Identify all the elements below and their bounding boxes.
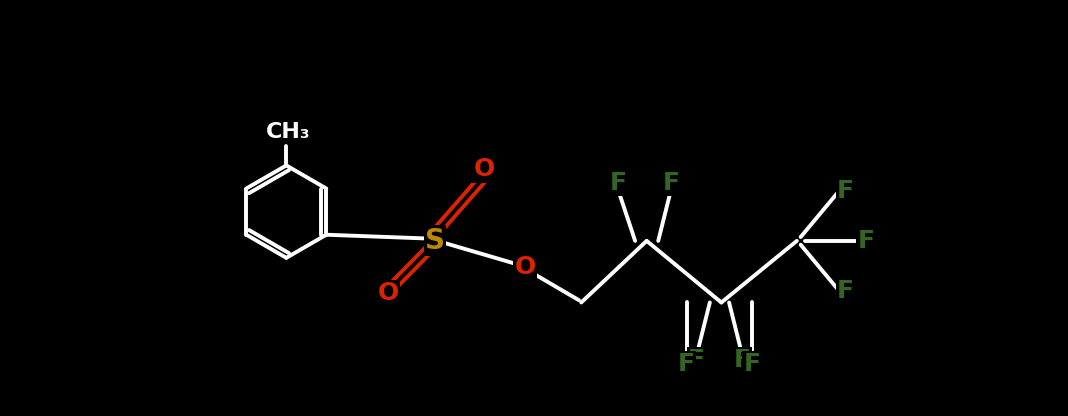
Text: O: O (377, 281, 398, 305)
Text: F: F (663, 171, 680, 195)
Text: F: F (858, 229, 875, 253)
Text: F: F (678, 352, 695, 376)
Text: F: F (743, 352, 760, 376)
Text: F: F (688, 348, 705, 372)
Text: F: F (734, 348, 751, 372)
Text: O: O (515, 255, 536, 279)
Text: F: F (837, 179, 853, 203)
Text: S: S (425, 227, 445, 255)
Text: F: F (837, 279, 853, 303)
Text: O: O (473, 157, 494, 181)
Text: CH₃: CH₃ (266, 122, 310, 142)
Text: F: F (610, 171, 627, 195)
